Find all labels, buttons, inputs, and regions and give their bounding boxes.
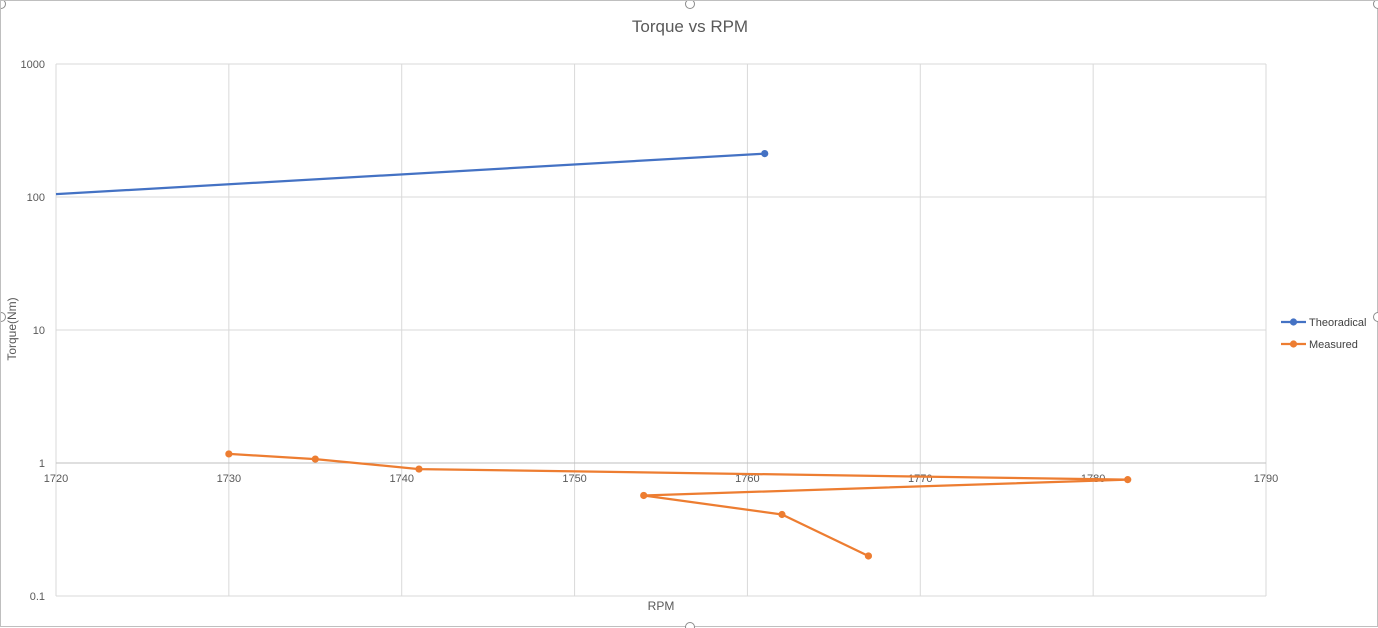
gridlines [56,64,1266,596]
x-tick-label: 1770 [908,473,932,485]
resize-handle[interactable] [1,313,6,322]
data-point[interactable] [1124,476,1131,483]
data-point[interactable] [312,455,319,462]
resize-handle[interactable] [1374,1,1378,9]
chart-title[interactable]: Torque vs RPM [632,17,748,36]
y-tick-label: 100 [27,192,45,204]
x-tick-label: 1740 [389,473,413,485]
y-tick-label: 0.1 [30,591,45,603]
x-tick-label: 1750 [562,473,586,485]
data-point[interactable] [415,465,422,472]
y-tick-label: 1000 [21,59,45,71]
x-tick-label: 1730 [217,473,241,485]
x-axis-title[interactable]: RPM [648,599,675,613]
data-point[interactable] [225,450,232,457]
series-line[interactable] [229,454,1128,556]
legend-item[interactable]: Measured [1281,339,1358,351]
legend-label: Theoradical [1309,317,1366,329]
legend-item[interactable]: Theoradical [1281,317,1366,329]
resize-handle[interactable] [1374,313,1378,322]
data-point[interactable] [778,511,785,518]
data-point[interactable] [640,492,647,499]
legend-label: Measured [1309,339,1358,351]
legend-marker [1290,340,1297,347]
resize-handle[interactable] [686,1,695,9]
series-line[interactable] [56,154,765,195]
plot-series [56,150,1131,560]
series-measured[interactable] [225,450,1131,559]
series-theoradical[interactable] [56,150,768,194]
resize-handle[interactable] [686,623,695,628]
x-tick-label: 1720 [44,473,68,485]
y-tick-label: 10 [33,325,45,337]
x-tick-label: 1790 [1254,473,1278,485]
resize-handle[interactable] [1,1,6,9]
data-point[interactable] [865,552,872,559]
y-tick-label: 1 [39,458,45,470]
y-axis-title[interactable]: Torque(Nm) [5,297,19,360]
data-point[interactable] [761,150,768,157]
legend-marker [1290,318,1297,325]
legend[interactable]: Theoradical Measured [1281,317,1366,351]
